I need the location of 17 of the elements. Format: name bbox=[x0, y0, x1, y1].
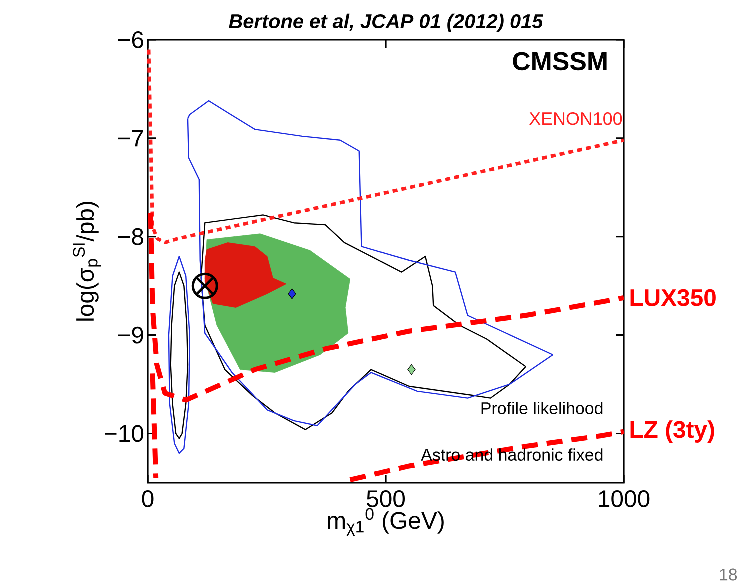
series-label: LZ (3ty) bbox=[630, 420, 714, 443]
annotation: CMSSM bbox=[513, 52, 607, 71]
series-label: LUX350 bbox=[630, 289, 716, 306]
text: 18 bbox=[720, 568, 738, 581]
y-axis-title: log(σ$_{p}$$^{SI}$/pb) bbox=[73, 202, 102, 321]
x-tick-label: 1000 bbox=[599, 490, 650, 508]
y-tick-label: −7 bbox=[118, 130, 144, 147]
x-axis-title: m$_{χ1}$$^{0}$ (GeV) bbox=[328, 508, 444, 536]
y-tick-label: −8 bbox=[118, 228, 144, 246]
chart-title: Bertone et al, JCAP 01 (2012) 015 bbox=[229, 14, 544, 32]
annotation: Profile likelihood bbox=[482, 402, 603, 414]
x-tick-label: 0 bbox=[142, 490, 154, 508]
x-tick-label: 500 bbox=[367, 490, 406, 508]
series-label: XENON100 bbox=[530, 112, 622, 126]
y-tick-label: −9 bbox=[118, 326, 144, 344]
y-tick-label: −10 bbox=[105, 425, 144, 442]
y-tick-label: −6 bbox=[118, 32, 144, 48]
